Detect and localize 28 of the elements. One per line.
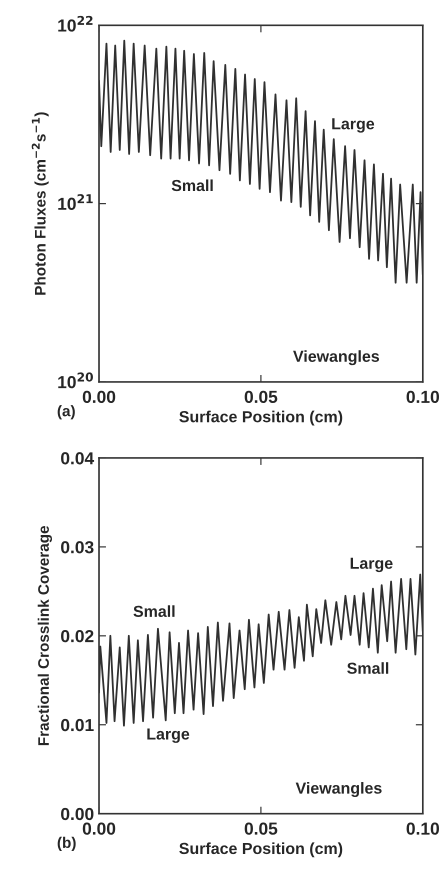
- annotation: Viewangles: [293, 350, 380, 366]
- x-tick-label: 0.05: [244, 390, 278, 404]
- y-tick-label: 0.04: [61, 452, 94, 464]
- y-tick-label: 0.00: [61, 808, 94, 820]
- y-tick-label: 0.02: [61, 630, 94, 642]
- annotation: Large: [147, 728, 190, 743]
- y-tick-label: 10$^{20}$: [58, 372, 93, 388]
- text: (b): [58, 836, 76, 852]
- x-tick-label: 0.10: [406, 390, 439, 404]
- x-tick-label: 0.05: [244, 822, 278, 835]
- y-tick-label: 10$^{22}$: [58, 16, 93, 32]
- text: (a): [58, 405, 75, 420]
- y-axis-title: Photon Fluxes (cm$^{−2}$s$^{−1}$): [32, 112, 49, 295]
- y-tick-label: 0.03: [61, 541, 94, 554]
- annotation: Large: [332, 118, 374, 133]
- annotation: Small: [133, 605, 174, 617]
- y-tick-label: 10$^{21}$: [58, 194, 93, 210]
- x-axis-title: Surface Position (cm): [179, 410, 342, 426]
- y-tick-label: 0.01: [61, 718, 94, 732]
- y-axis-title: Fractional Crosslink Coverage: [38, 526, 52, 746]
- x-axis-title: Surface Position (cm): [179, 842, 342, 858]
- x-tick-label: 0.00: [82, 822, 116, 835]
- annotation: Small: [347, 662, 388, 674]
- annotation: Viewangles: [296, 782, 382, 797]
- x-tick-label: 0.00: [82, 390, 116, 404]
- x-tick-label: 0.10: [406, 822, 439, 835]
- annotation: Large: [350, 558, 393, 572]
- annotation: Small: [172, 179, 213, 192]
